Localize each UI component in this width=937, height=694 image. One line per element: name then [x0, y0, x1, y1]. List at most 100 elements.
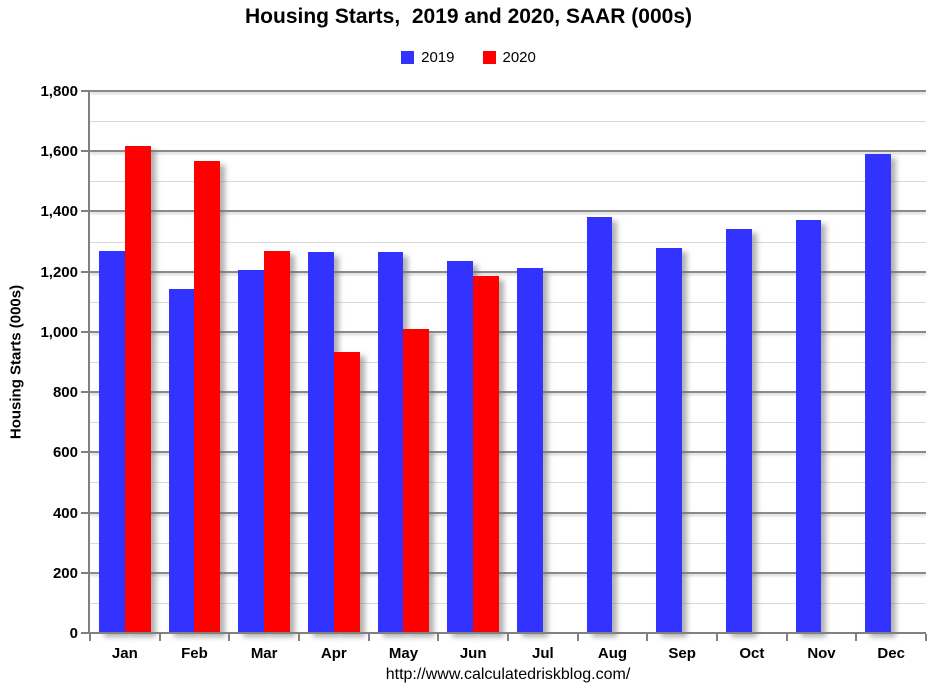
- y-axis-tick: [81, 270, 88, 273]
- legend-swatch-2019: [401, 51, 415, 64]
- bar-group-feb: [160, 91, 230, 633]
- x-axis-tick: [507, 634, 509, 641]
- major-gridline: [90, 150, 926, 153]
- bar-2020-jun: [473, 275, 499, 633]
- x-axis-tick: [158, 634, 161, 641]
- major-gridline: [90, 90, 926, 92]
- legend-label: 2019: [421, 49, 455, 66]
- y-axis-tick: [81, 451, 88, 454]
- x-axis-line: [88, 632, 926, 634]
- bar-2019-nov: [795, 219, 822, 633]
- bar-2020-jan: [124, 146, 151, 633]
- major-gridline: [90, 330, 926, 333]
- major-gridline: [90, 451, 926, 454]
- y-axis-tick: [81, 571, 88, 574]
- x-axis-tick: [925, 634, 927, 641]
- legend-label: 2020: [502, 49, 536, 66]
- source-url: http://www.calculatedriskblog.com/: [385, 666, 631, 683]
- legend-item-2019: 2019: [401, 49, 455, 66]
- x-axis-tick: [855, 634, 858, 641]
- x-axis-tick: [716, 634, 718, 641]
- bar-group-may: [369, 91, 439, 633]
- major-gridline: [90, 511, 926, 514]
- bar-group-nov: [787, 91, 857, 633]
- bar-group-jun: [438, 91, 508, 633]
- x-tick-label-feb: Feb: [181, 645, 208, 662]
- bar-2019-sep: [656, 248, 683, 633]
- x-axis-tick: [228, 634, 231, 641]
- x-tick-label-aug: Aug: [597, 645, 628, 662]
- legend-item-2020: 2020: [482, 49, 536, 66]
- chart-legend: 2019 2020: [0, 49, 937, 66]
- major-gridline: [90, 571, 926, 574]
- bar-2019-may: [377, 251, 404, 633]
- bar-group-sep: [647, 91, 717, 633]
- y-tick-label: 1,000: [40, 323, 78, 341]
- y-axis-title: Housing Starts (000s): [7, 284, 25, 440]
- x-axis-tick: [785, 634, 788, 641]
- bar-group-dec: [856, 91, 926, 633]
- minor-gridline: [90, 422, 926, 424]
- x-tick-label-sep: Sep: [668, 645, 696, 662]
- y-axis-tick: [81, 90, 88, 92]
- chart-title: Housing Starts, 2019 and 2020, SAAR (000…: [245, 5, 692, 28]
- x-axis-tick: [576, 634, 579, 641]
- bar-group-jul: [508, 91, 578, 633]
- y-tick-label: 1,600: [40, 143, 78, 161]
- bar-2020-feb: [194, 161, 221, 633]
- bar-2019-jun: [447, 261, 474, 633]
- y-tick-label: 1,200: [40, 263, 78, 281]
- minor-gridline: [90, 362, 926, 363]
- y-tick-label: 0: [69, 625, 78, 642]
- minor-gridline: [90, 301, 926, 303]
- minor-gridline: [90, 602, 926, 604]
- x-axis-tick: [646, 634, 649, 641]
- plot-area: 0 200 400 600 800 1,000 1,200 1,400 1,600 1,800 Ja…: [40, 83, 927, 662]
- bar-2019-oct: [726, 228, 752, 633]
- bar-2019-aug: [586, 217, 613, 633]
- bar-2020-apr: [333, 352, 360, 633]
- x-axis-tick: [367, 634, 370, 641]
- minor-gridline: [90, 181, 926, 183]
- y-axis-tick: [81, 150, 88, 153]
- x-tick-label-oct: Oct: [739, 645, 765, 662]
- y-tick-label: 800: [52, 384, 78, 402]
- y-tick-label: 600: [52, 444, 78, 462]
- y-axis-tick: [81, 511, 88, 514]
- y-axis-tick: [81, 391, 88, 394]
- x-tick-label-jul: Jul: [531, 645, 554, 662]
- x-tick-label-apr: Apr: [320, 645, 347, 662]
- bar-2020-may: [403, 328, 430, 633]
- bar-2019-jan: [99, 250, 125, 633]
- bar-group-aug: [578, 91, 648, 633]
- bar-group-mar: [229, 91, 299, 633]
- x-axis-tick: [298, 634, 300, 641]
- y-tick-label: 200: [52, 564, 78, 582]
- bar-2019-jul: [517, 268, 543, 633]
- major-gridline: [90, 210, 926, 213]
- bar-group-apr: [299, 91, 369, 633]
- y-axis-tick: [81, 330, 88, 333]
- y-tick-label: 400: [52, 504, 78, 522]
- x-axis-tick: [437, 634, 440, 641]
- y-axis-tick: [81, 632, 88, 634]
- minor-gridline: [90, 542, 926, 544]
- x-tick-label-nov: Nov: [807, 645, 836, 662]
- legend-swatch-2020: [482, 51, 496, 64]
- major-gridline: [90, 270, 926, 273]
- minor-gridline: [90, 241, 926, 243]
- bar-2019-mar: [238, 270, 265, 633]
- bar-group-jan: [90, 91, 160, 633]
- x-axis-tick: [89, 634, 91, 641]
- x-tick-label-dec: Dec: [877, 645, 905, 662]
- y-axis-line: [88, 90, 90, 634]
- x-tick-label-jan: Jan: [111, 645, 138, 662]
- bar-2019-dec: [865, 154, 892, 633]
- minor-gridline: [90, 482, 926, 484]
- major-gridline: [90, 391, 926, 394]
- y-tick-label: 1,400: [40, 203, 78, 221]
- x-tick-label-may: May: [388, 645, 419, 662]
- y-axis-tick: [81, 210, 88, 213]
- x-tick-label-mar: Mar: [250, 645, 278, 662]
